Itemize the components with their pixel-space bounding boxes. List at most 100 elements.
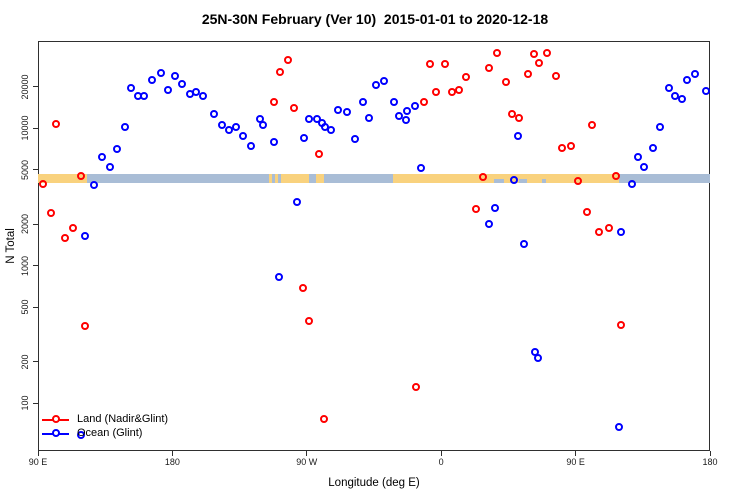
data-point-ocean: [416, 164, 425, 173]
data-point-ocean: [334, 106, 342, 115]
data-point-ocean: [671, 92, 680, 101]
map-band-land-segment: [268, 173, 272, 183]
data-point-ocean: [702, 87, 711, 96]
data-point-land: [529, 50, 538, 59]
x-tick-label: 0: [438, 457, 444, 467]
data-point-ocean: [299, 134, 308, 143]
data-point-ocean: [148, 75, 157, 84]
data-point-ocean: [342, 108, 351, 117]
data-point-land: [61, 234, 70, 243]
y-axis-tick: [33, 402, 38, 404]
data-point-land: [419, 98, 428, 107]
data-point-land: [595, 228, 604, 237]
map-band-land-segment: [274, 173, 278, 183]
x-axis-tick: [709, 451, 711, 456]
legend-label-land: Land (Nadir&Glint): [77, 413, 169, 425]
data-point-land: [81, 322, 90, 331]
data-point-ocean: [171, 72, 180, 81]
data-point-ocean: [199, 92, 208, 101]
map-band-ocean-notch: [542, 178, 547, 183]
data-point-ocean: [164, 86, 173, 95]
data-point-land: [583, 208, 592, 217]
data-point-ocean: [402, 107, 411, 116]
y-axis-tick: [33, 169, 38, 171]
y-axis-tick: [33, 306, 38, 308]
data-point-land: [47, 209, 56, 218]
data-point-ocean: [509, 176, 518, 185]
data-point-land: [270, 98, 279, 107]
data-point-land: [425, 60, 434, 69]
data-point-ocean: [178, 80, 187, 89]
y-axis-tick: [33, 86, 38, 88]
data-point-ocean: [490, 204, 499, 213]
data-point-land: [299, 284, 308, 293]
data-point-ocean: [192, 88, 201, 97]
legend-label-ocean: Ocean (Glint): [77, 427, 143, 439]
data-point-land: [52, 120, 61, 129]
open-circle-icon: [51, 415, 60, 423]
data-point-ocean: [389, 97, 398, 106]
data-point-land: [69, 223, 78, 232]
x-tick-label: 90 E: [566, 457, 585, 467]
x-tick-label: 90 E: [28, 457, 48, 467]
data-point-ocean: [81, 232, 90, 241]
data-point-land: [587, 121, 596, 130]
data-point-land: [501, 78, 510, 87]
map-band-ocean-notch: [519, 178, 528, 183]
map-band-land-segment: [280, 173, 309, 183]
data-point-land: [319, 415, 328, 424]
map-band-ocean-notch: [494, 178, 505, 183]
data-point-ocean: [379, 77, 388, 86]
data-point-ocean: [239, 132, 248, 141]
data-point-land: [478, 173, 487, 182]
data-point-land: [523, 70, 532, 79]
data-point-land: [431, 88, 440, 97]
x-axis-tick: [171, 451, 173, 456]
data-point-ocean: [121, 122, 130, 131]
data-point-ocean: [683, 75, 692, 84]
data-point-ocean: [364, 114, 373, 123]
y-axis-title: N Total: [5, 228, 17, 264]
data-point-ocean: [270, 138, 279, 147]
data-point-land: [514, 114, 523, 123]
map-band-ocean: [38, 173, 710, 183]
data-point-ocean: [259, 121, 268, 130]
data-point-land: [440, 60, 449, 69]
data-point-land: [534, 59, 543, 68]
data-point-ocean: [627, 180, 636, 189]
data-point-land: [617, 321, 626, 330]
data-point-ocean: [90, 181, 99, 190]
x-axis-tick: [575, 451, 577, 456]
x-axis-tick: [306, 451, 308, 456]
data-point-ocean: [649, 144, 658, 153]
data-point-ocean: [140, 92, 149, 101]
data-point-land: [574, 177, 583, 186]
data-point-land: [551, 72, 560, 81]
open-circle-icon: [51, 429, 60, 437]
x-axis-tick: [440, 451, 442, 456]
data-point-land: [566, 142, 575, 151]
data-point-ocean: [106, 163, 115, 172]
data-point-land: [492, 49, 501, 58]
data-point-land: [612, 172, 621, 181]
data-point-ocean: [305, 115, 314, 124]
data-point-land: [305, 317, 314, 326]
data-point-ocean: [533, 353, 542, 362]
data-point-ocean: [410, 102, 419, 111]
data-point-land: [557, 144, 566, 153]
data-point-land: [605, 223, 614, 232]
data-point-ocean: [401, 116, 410, 125]
data-point-ocean: [484, 219, 493, 228]
data-point-ocean: [77, 431, 86, 440]
data-point-ocean: [656, 122, 665, 131]
data-point-ocean: [350, 135, 359, 144]
x-axis-title: Longitude (deg E): [328, 477, 420, 489]
y-axis-tick: [33, 127, 38, 129]
data-point-ocean: [157, 69, 166, 78]
data-point-ocean: [98, 153, 107, 162]
data-point-land: [507, 110, 516, 119]
data-point-ocean: [113, 145, 122, 154]
